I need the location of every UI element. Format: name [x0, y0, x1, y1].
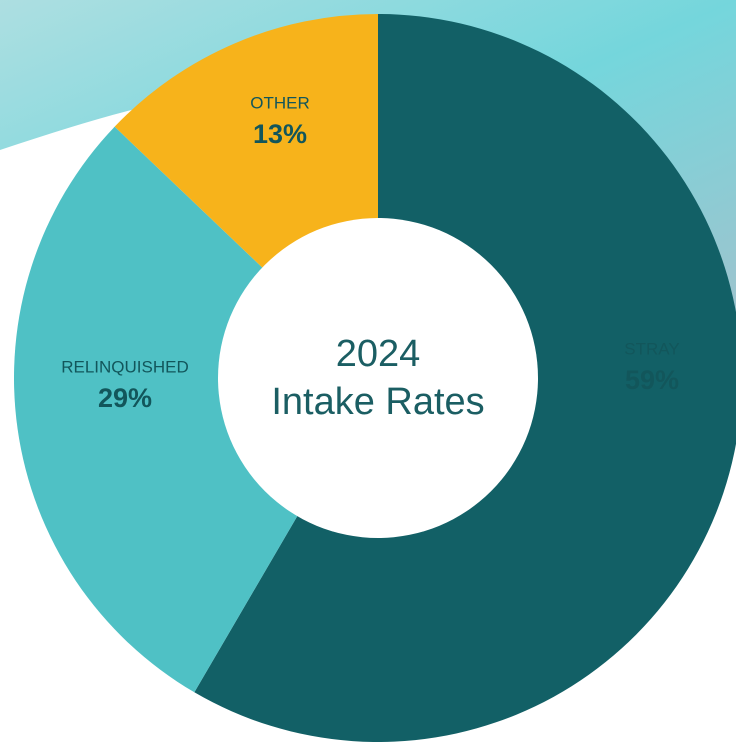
center-title: 2024 — [336, 333, 421, 375]
value-label: 59% — [625, 365, 679, 395]
slice — [13, 126, 379, 693]
category-label: OTHER — [250, 93, 310, 112]
value-label: 13% — [253, 119, 307, 149]
donut-hole — [218, 218, 538, 538]
category-label: RELINQUISHED — [61, 357, 189, 376]
value-label: 29% — [98, 383, 152, 413]
center-title: Intake Rates — [271, 381, 484, 423]
category-label: STRAY — [624, 339, 679, 358]
